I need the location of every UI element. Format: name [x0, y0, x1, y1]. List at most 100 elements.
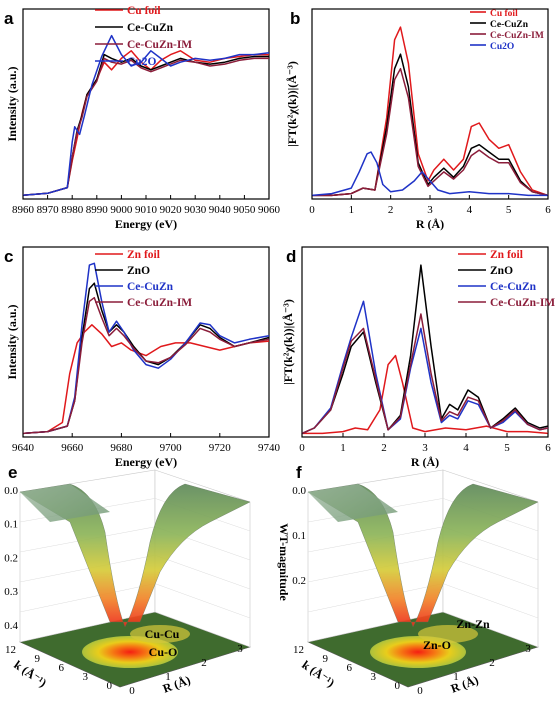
series-line-cu-foil	[22, 50, 269, 196]
legend-label: Cu foil	[490, 9, 518, 19]
wt-hotspot	[82, 636, 178, 668]
annotation-zn-zn: Zn-Zn	[456, 617, 490, 631]
y-axis-label: Intensity (a.u.)	[5, 66, 19, 141]
wt-grid-line	[442, 583, 539, 619]
x-axis-label: R (Å)	[411, 455, 439, 469]
legend-label: Ce-CuZn	[127, 281, 174, 293]
panel-b: 0 1 2 3 4 5 6R (Å)|FT(k²χ(k))|(Å⁻³)b Cu foilCe-…	[285, 8, 551, 231]
series-line-ce-cuzn-im	[301, 313, 549, 435]
plot-frame	[22, 246, 270, 438]
r-tick-label: 3	[237, 643, 243, 655]
series-line-ce-cuzn-im	[22, 296, 270, 435]
wt-grid-line	[442, 554, 539, 590]
panel-label: b	[290, 9, 300, 28]
series-line-zno	[301, 264, 549, 435]
x-tick-label: 8980	[61, 204, 84, 216]
series-line-cu2o	[311, 151, 548, 197]
z-tick-label: 0.2	[4, 552, 18, 564]
legend-label: Zn foil	[490, 249, 523, 261]
series-line-zn-foil	[22, 324, 270, 435]
panel-a: 8960 8970 8980 8990 9000 9010 9020 9030 9040 9050…	[4, 5, 281, 231]
wt-surface-back	[308, 484, 398, 522]
k-axis-label: k (Å⁻¹)	[299, 658, 337, 690]
r-tick-label: 1	[453, 671, 459, 683]
x-axis-label: Energy (eV)	[115, 455, 177, 469]
x-tick-label: 9030	[184, 204, 207, 216]
legend-label: Ce-CuZn	[490, 20, 529, 30]
z-tick-label: 0.2	[292, 575, 306, 587]
legend-label: Cu foil	[127, 5, 161, 17]
r-tick-label: 3	[525, 643, 531, 655]
x-tick-label: 9720	[209, 442, 232, 454]
panel-label: a	[4, 9, 14, 28]
wt-surface	[307, 483, 539, 628]
wt-hotspot-secondary	[130, 625, 190, 643]
x-tick-label: 9640	[12, 442, 35, 454]
x-tick-label: 3	[427, 204, 433, 216]
wt-grid-line	[307, 583, 444, 613]
panel-c: 9640 9660 9680 9700 9720 9740 Energy (eV) Inten…	[4, 246, 281, 469]
x-tick-label: 2	[381, 442, 387, 454]
series-line-ce-cuzn-im	[22, 57, 269, 196]
z-axis-label: WT-magnitude	[277, 523, 291, 601]
x-tick-label: 9020	[160, 204, 183, 216]
x-tick-label: 5	[506, 204, 512, 216]
x-tick-label: 9000	[110, 204, 133, 216]
panel-d: 0 1 2 3 4 5 6 R (Å) |FT(k²χ(k))|(Å⁻³) d Zn foil ZnO…	[281, 246, 555, 469]
k-tick-label: 3	[371, 671, 377, 683]
k-tick-label: 12	[5, 644, 16, 656]
k-tick-label: 0	[107, 680, 113, 692]
plot-frame	[22, 8, 270, 200]
r-tick-label: 0	[129, 685, 135, 697]
y-axis-label: Intensity (a.u.)	[5, 304, 19, 379]
wt-surface	[19, 483, 251, 628]
wt-hotspot-secondary	[418, 625, 478, 643]
z-tick-label: 0.3	[4, 586, 18, 598]
legend-label: ZnO	[490, 265, 513, 277]
legend-label: Cu2O	[127, 56, 156, 68]
x-tick-label: 8960	[12, 204, 35, 216]
k-axis-label: k (Å⁻¹)	[11, 658, 49, 690]
panel-label: d	[286, 247, 296, 266]
annotation-cu-o: Cu-O	[149, 645, 178, 659]
legend-label: ZnO	[127, 265, 150, 277]
x-tick-label: 9010	[135, 204, 158, 216]
x-axis-label: R (Å)	[416, 217, 444, 231]
x-tick-label: 4	[463, 442, 469, 454]
x-tick-label: 0	[309, 204, 315, 216]
r-tick-label: 2	[201, 657, 207, 669]
legend-label: Ce-CuZn	[127, 22, 174, 34]
k-tick-label: 6	[59, 662, 65, 674]
x-tick-label: 6	[545, 204, 551, 216]
panel-label: e	[8, 463, 17, 482]
x-tick-label: 9700	[160, 442, 183, 454]
legend-label: Ce-CuZn-IM	[490, 31, 544, 41]
k-tick-label: 0	[395, 680, 401, 692]
wt-hotspot	[370, 636, 466, 668]
panel-label: f	[296, 463, 302, 482]
x-tick-label: 1	[340, 442, 346, 454]
x-tick-label: 9060	[258, 204, 281, 216]
y-axis-label: |FT(k²χ(k))|(Å⁻³)	[285, 61, 299, 147]
x-tick-label: 5	[504, 442, 510, 454]
k-tick-label: 3	[83, 671, 89, 683]
wt-grid-line	[154, 554, 251, 590]
k-tick-label: 6	[347, 662, 353, 674]
series-line-ce-cuzn	[22, 53, 269, 196]
series-line-ce-cuzn-im	[312, 67, 549, 197]
z-tick-label: 0.4	[4, 620, 18, 632]
legend-label: Ce-CuZn-IM	[127, 297, 192, 309]
k-tick-label: 9	[323, 653, 329, 665]
panel-label: c	[4, 247, 13, 266]
legend-label: Ce-CuZn	[490, 281, 537, 293]
z-axis-label: WT-magnitude	[0, 523, 3, 601]
z-tick-label: 0.0	[292, 485, 306, 497]
r-tick-label: 0	[417, 685, 423, 697]
x-tick-label: 4	[467, 204, 473, 216]
x-tick-label: 3	[422, 442, 428, 454]
wt-surface-back	[20, 484, 110, 522]
